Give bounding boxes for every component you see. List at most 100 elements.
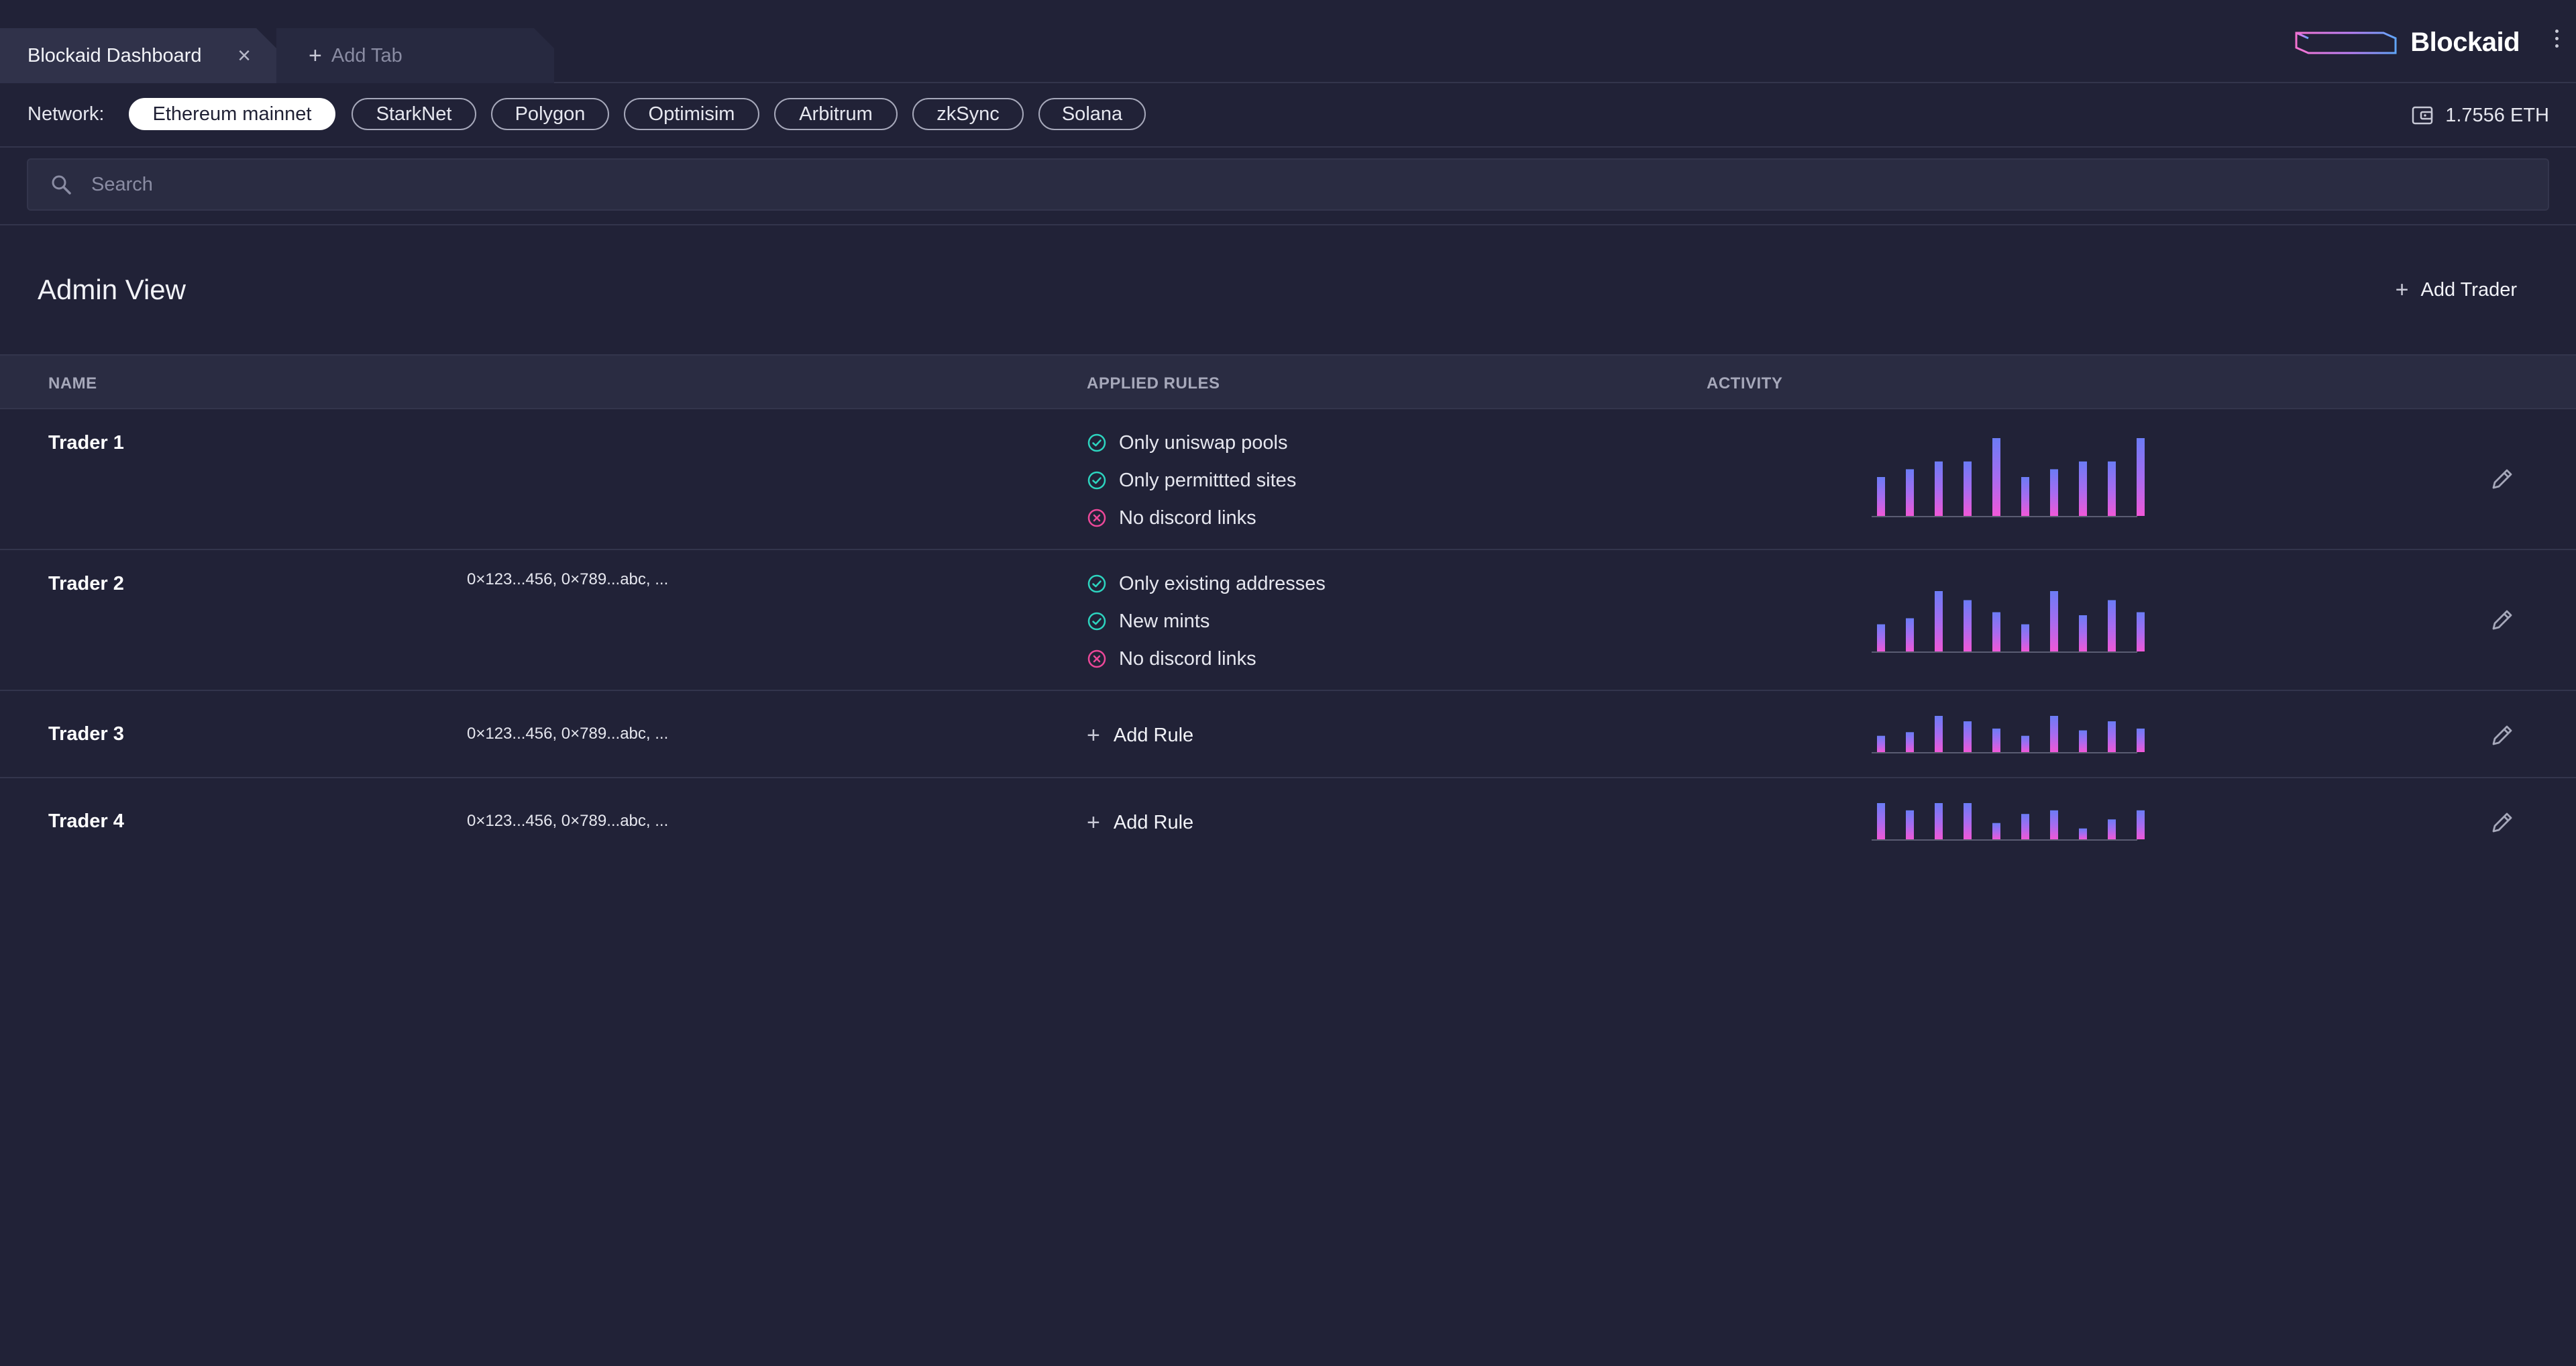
- network-label: Network:: [28, 103, 105, 125]
- table-row[interactable]: Trader 2 0×123...456, 0×789...abc, ... O…: [0, 550, 2576, 691]
- activity-bar: [2108, 461, 2116, 516]
- activity-bar: [2021, 477, 2029, 516]
- add-rule-button[interactable]: + Add Rule: [1087, 809, 1193, 836]
- edit-icon[interactable]: [2487, 464, 2517, 494]
- activity-bar: [2050, 591, 2058, 651]
- wallet-icon: [2412, 106, 2433, 125]
- add-trader-label: Add Trader: [2420, 278, 2517, 301]
- applied-rules-list: Only uniswap pools Only permittted sites…: [1087, 424, 1296, 537]
- search-icon: [52, 175, 71, 195]
- add-tab-button[interactable]: + Add Tab: [276, 28, 554, 83]
- activity-bar: [2137, 438, 2145, 516]
- activity-bar: [1935, 803, 1943, 839]
- plus-icon: +: [1087, 810, 1100, 835]
- rule-item[interactable]: New mints: [1087, 602, 1326, 640]
- activity-bar: [2137, 612, 2145, 651]
- edit-icon[interactable]: [2487, 808, 2517, 837]
- network-chip-ethereum-mainnet[interactable]: Ethereum mainnet: [129, 98, 335, 130]
- rule-label: No discord links: [1119, 507, 1256, 529]
- x-circle-icon: [1087, 649, 1106, 668]
- table-row[interactable]: Trader 1 Only uniswap pools Only permitt…: [0, 409, 2576, 550]
- blockaid-logo-icon: [2295, 32, 2397, 54]
- network-chip-solana[interactable]: Solana: [1038, 98, 1146, 130]
- plus-icon: +: [2395, 277, 2409, 303]
- trader-addresses: 0×123...456, 0×789...abc, ...: [467, 725, 669, 743]
- trader-addresses: 0×123...456, 0×789...abc, ...: [467, 570, 669, 588]
- activity-bar: [2021, 624, 2029, 651]
- plus-icon: +: [309, 43, 322, 68]
- add-rule-label: Add Rule: [1113, 724, 1194, 746]
- search-section: [0, 148, 2576, 225]
- activity-bars: [1872, 716, 2145, 753]
- rule-label: Only existing addresses: [1119, 572, 1326, 594]
- plus-icon: +: [1087, 723, 1100, 748]
- activity-bar: [2079, 615, 2087, 651]
- rule-item[interactable]: Only uniswap pools: [1087, 424, 1296, 462]
- activity-bar: [1992, 438, 2000, 516]
- activity-bar: [2050, 469, 2058, 516]
- column-header-activity[interactable]: ACTIVITY: [1707, 374, 1783, 392]
- tab-blockaid-dashboard[interactable]: Blockaid Dashboard ×: [0, 28, 276, 83]
- check-circle-icon: [1087, 574, 1106, 593]
- wallet-balance[interactable]: 1.7556 ETH: [2412, 101, 2549, 130]
- rule-item[interactable]: No discord links: [1087, 499, 1296, 537]
- network-chip-zksync[interactable]: zkSync: [912, 98, 1024, 130]
- activity-bar: [1906, 618, 1914, 651]
- network-chip-starknet[interactable]: StarkNet: [352, 98, 476, 130]
- applied-rules-list: Only existing addresses New mints No dis…: [1087, 565, 1326, 678]
- add-tab-label: Add Tab: [331, 44, 402, 66]
- activity-chart: [1872, 590, 2153, 655]
- activity-bars: [1872, 438, 2145, 517]
- search-box: [27, 158, 2549, 211]
- check-circle-icon: [1087, 433, 1106, 452]
- page-title: Admin View: [38, 274, 186, 305]
- activity-bar: [1964, 803, 1972, 839]
- table-header: NAME APPLIED RULES ACTIVITY: [0, 354, 2576, 409]
- add-rule-button[interactable]: + Add Rule: [1087, 722, 1193, 749]
- activity-bar: [2050, 810, 2058, 839]
- activity-bar: [2079, 461, 2087, 516]
- more-options-icon[interactable]: [2555, 30, 2559, 48]
- activity-bar: [1992, 612, 2000, 651]
- activity-chart: [1872, 715, 2153, 755]
- edit-icon[interactable]: [2487, 721, 2517, 750]
- activity-bar: [1877, 803, 1885, 839]
- network-chip-polygon[interactable]: Polygon: [491, 98, 609, 130]
- activity-chart: [1872, 802, 2153, 843]
- trader-name: Trader 3: [48, 723, 124, 745]
- activity-bar: [2050, 716, 2058, 752]
- rule-label: New mints: [1119, 610, 1210, 632]
- table-row[interactable]: Trader 3 0×123...456, 0×789...abc, ... +…: [0, 691, 2576, 778]
- rule-item[interactable]: No discord links: [1087, 640, 1326, 678]
- activity-bar: [1877, 477, 1885, 516]
- activity-bar: [2079, 730, 2087, 752]
- activity-bar: [2021, 735, 2029, 752]
- trader-name: Trader 2: [48, 573, 124, 594]
- network-chip-optimisim[interactable]: Optimisim: [624, 98, 759, 130]
- trader-name: Trader 1: [48, 432, 124, 454]
- rule-label: No discord links: [1119, 647, 1256, 670]
- activity-bar: [1906, 469, 1914, 516]
- add-trader-button[interactable]: + Add Trader: [2396, 276, 2517, 303]
- edit-icon[interactable]: [2487, 605, 2517, 635]
- rule-item[interactable]: Only existing addresses: [1087, 565, 1326, 602]
- table-row[interactable]: Trader 4 0×123...456, 0×789...abc, ... +…: [0, 778, 2576, 865]
- search-input[interactable]: [91, 160, 2506, 209]
- close-icon[interactable]: ×: [237, 43, 251, 68]
- brand: Blockaid: [2294, 25, 2520, 59]
- rule-label: Only permittted sites: [1119, 469, 1297, 491]
- column-header-name[interactable]: NAME: [48, 374, 97, 392]
- activity-bar: [1935, 591, 1943, 651]
- column-header-applied-rules[interactable]: APPLIED RULES: [1087, 374, 1220, 392]
- activity-bar: [1964, 600, 1972, 651]
- activity-bar: [1877, 735, 1885, 752]
- activity-bar: [1992, 728, 2000, 752]
- activity-bar: [1992, 823, 2000, 839]
- brand-name: Blockaid: [2410, 27, 2520, 57]
- activity-bar: [2108, 600, 2116, 651]
- rule-label: Only uniswap pools: [1119, 431, 1288, 454]
- activity-bar: [1964, 461, 1972, 516]
- rule-item[interactable]: Only permittted sites: [1087, 462, 1296, 499]
- network-bar: Network: Ethereum mainnet StarkNet Polyg…: [0, 83, 2576, 148]
- network-chip-arbitrum[interactable]: Arbitrum: [774, 98, 898, 130]
